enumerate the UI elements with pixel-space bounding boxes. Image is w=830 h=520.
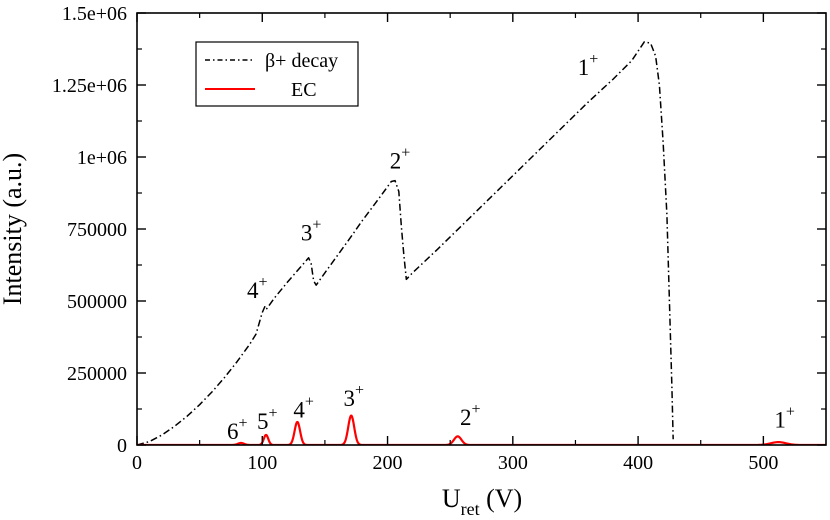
x-tick-label: 0 (132, 452, 142, 474)
legend: β+ decay EC (195, 41, 359, 107)
x-axis-label-unit: (V) (486, 484, 522, 513)
annotation-number: 4 (293, 398, 305, 423)
annotation-superscript: + (238, 415, 247, 432)
annotation-ec-3plus: 3+ (343, 382, 364, 411)
y-tick-label: 500000 (67, 291, 127, 313)
annotation-superscript: + (312, 217, 321, 234)
legend-label-ec: EC (291, 79, 317, 101)
annotation-number: 2 (390, 149, 402, 174)
annotation-superscript: + (786, 404, 795, 421)
annotation-ec-6plus: 6+ (227, 415, 248, 444)
x-axis-label: Uret (V) (442, 484, 522, 519)
annotation-beta-2plus: 2+ (390, 145, 411, 174)
annotation-superscript: + (401, 145, 410, 162)
x-axis-label-sub: ret (461, 499, 480, 519)
annotation-superscript: + (589, 51, 598, 68)
annotation-ec-2plus: 2+ (460, 401, 481, 430)
x-tick-label: 500 (748, 452, 778, 474)
annotation-number: 3 (343, 386, 355, 411)
annotation-superscript: + (269, 405, 278, 422)
annotation-beta-3plus: 3+ (301, 217, 322, 246)
x-axis-label-main: U (442, 484, 461, 513)
x-tick-label: 200 (373, 452, 403, 474)
x-tick-label: 100 (247, 452, 277, 474)
y-axis-label: Intensity (a.u.) (0, 153, 27, 305)
legend-box (195, 41, 359, 107)
annotation-number: 2 (460, 405, 472, 430)
annotation-ec-5plus: 5+ (257, 405, 278, 434)
x-tick-label: 400 (623, 452, 653, 474)
y-tick-label: 750000 (67, 219, 127, 241)
annotation-ec-1plus: 1+ (774, 404, 795, 433)
y-tick-label: 250000 (67, 363, 127, 385)
y-tick-label: 1.25e+06 (52, 75, 127, 97)
y-tick-label: 1.5e+06 (62, 3, 127, 25)
annotation-number: 4 (247, 278, 259, 303)
x-tick-label: 300 (498, 452, 528, 474)
annotation-superscript: + (258, 274, 267, 291)
annotation-number: 6 (227, 419, 239, 444)
annotation-number: 3 (301, 221, 313, 246)
y-tick-label: 1e+06 (77, 147, 127, 169)
annotation-beta-1plus: 1+ (578, 51, 599, 80)
y-tick-label: 0 (117, 435, 127, 457)
annotation-number: 1 (774, 408, 786, 433)
annotation-number: 5 (257, 409, 269, 434)
annotation-superscript: + (305, 394, 314, 411)
annotation-ec-4plus: 4+ (293, 394, 314, 423)
annotation-beta-4plus: 4+ (247, 274, 268, 303)
annotation-superscript: + (471, 401, 480, 418)
series-beta-decay-line (137, 41, 674, 445)
legend-label-beta: β+ decay (265, 50, 338, 72)
annotation-number: 1 (578, 55, 590, 80)
annotation-superscript: + (355, 382, 364, 399)
